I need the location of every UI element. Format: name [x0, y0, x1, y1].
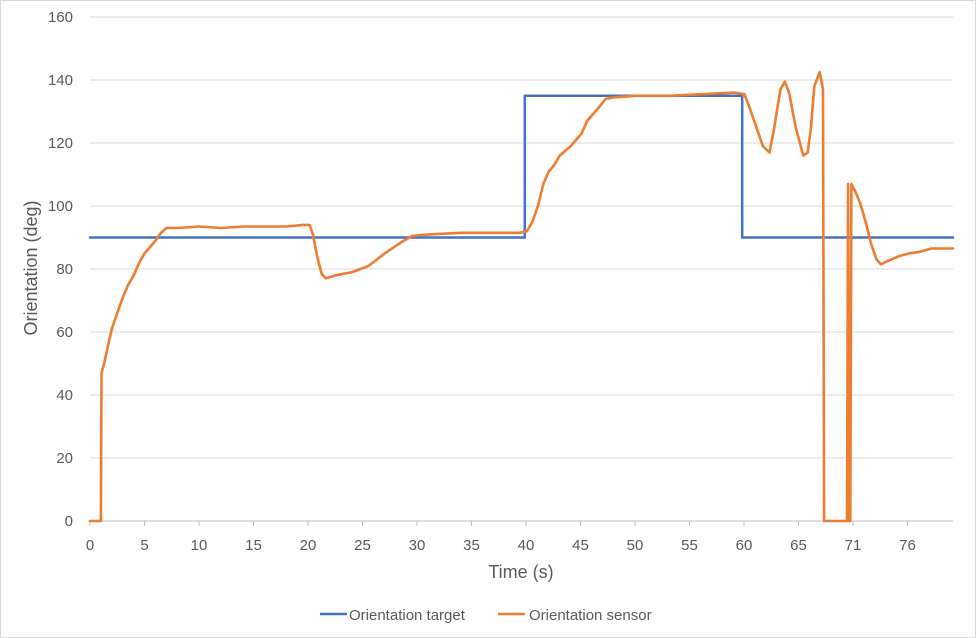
- x-tick-label: 35: [463, 537, 480, 554]
- x-tick-label: 5: [140, 537, 148, 554]
- y-tick-label: 0: [65, 513, 73, 530]
- series-layer: [88, 70, 955, 523]
- y-axis-ticks: 0 20 40 60 80 100 120 140 160: [48, 9, 73, 530]
- x-tick-label: 71: [845, 537, 862, 554]
- x-axis-title: Time (s): [488, 562, 553, 582]
- y-axis-title: Orientation (deg): [21, 200, 41, 335]
- legend: Orientation target Orientation sensor: [320, 607, 652, 624]
- y-tick-label: 80: [56, 261, 73, 278]
- x-tick-label: 30: [409, 537, 426, 554]
- y-tick-label: 40: [56, 387, 73, 404]
- x-tick-label: 55: [681, 537, 698, 554]
- y-tick-label: 60: [56, 324, 73, 341]
- x-tick-label: 65: [790, 537, 807, 554]
- y-tick-label: 20: [56, 450, 73, 467]
- x-tick-label: 15: [245, 537, 262, 554]
- x-tick-label: 60: [736, 537, 753, 554]
- x-tick-label: 0: [86, 537, 94, 554]
- x-tick-label: 76: [899, 537, 916, 554]
- x-tick-label: 25: [354, 537, 371, 554]
- x-tick-label: 50: [627, 537, 644, 554]
- x-tick-label: 10: [191, 537, 208, 554]
- x-tick-label: 40: [518, 537, 535, 554]
- x-axis-ticks: 0 5 10 15 20 25 30 35 40 45 50 55 60 65 71 76: [86, 521, 916, 554]
- y-tick-label: 100: [48, 198, 73, 215]
- x-tick-label: 20: [300, 537, 317, 554]
- series-line-orientation-sensor: [88, 70, 955, 523]
- y-tick-label: 160: [48, 9, 73, 26]
- y-tick-label: 120: [48, 135, 73, 152]
- legend-label: Orientation target: [349, 607, 466, 624]
- y-tick-label: 140: [48, 72, 73, 89]
- legend-label: Orientation sensor: [529, 607, 652, 624]
- x-tick-label: 45: [572, 537, 589, 554]
